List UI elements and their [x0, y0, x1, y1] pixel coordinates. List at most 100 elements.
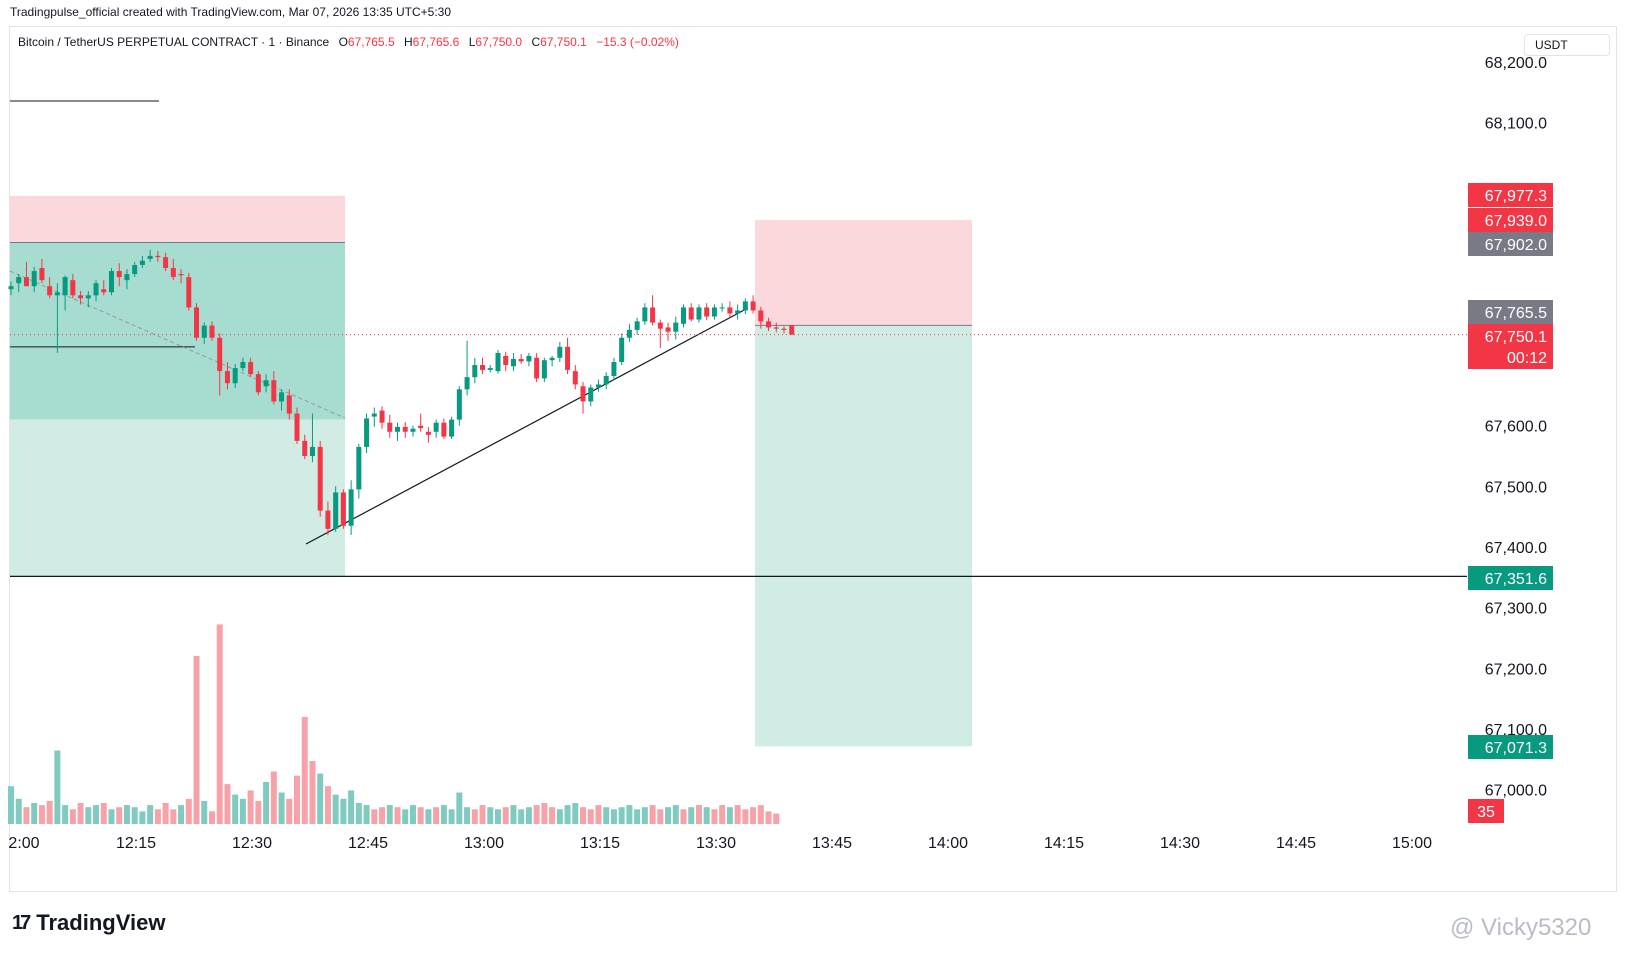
candle-body	[263, 380, 269, 387]
candle-body	[557, 346, 563, 358]
candle-body	[364, 418, 370, 447]
volume-bar	[224, 784, 231, 824]
volume-bar	[162, 803, 169, 824]
volume-bar	[286, 798, 293, 824]
volume-bar	[116, 807, 123, 824]
symbol-name[interactable]: Bitcoin / TetherUS PERPETUAL CONTRACT · …	[18, 35, 330, 49]
volume-bar	[15, 798, 22, 824]
volume-bar	[54, 750, 61, 824]
candle-body	[410, 428, 416, 432]
volume-bar	[734, 805, 741, 824]
price-label-text: 67,939.0	[1485, 213, 1547, 230]
candle-body	[155, 255, 161, 258]
volume-bar	[510, 805, 517, 824]
candle-body	[93, 283, 99, 296]
y-tick-label: 67,400.0	[1485, 540, 1547, 557]
volume-bar	[572, 803, 579, 824]
volume-bar	[641, 807, 648, 824]
volume-bar	[603, 807, 610, 824]
volume-bar	[38, 805, 45, 824]
candle-body	[681, 307, 687, 324]
candlesticks	[8, 249, 795, 535]
candle-body	[139, 260, 145, 265]
low-label: L	[468, 35, 476, 49]
volume-bar	[31, 803, 38, 824]
candle-body	[588, 387, 594, 402]
volume-bar	[726, 807, 733, 824]
candle-body	[47, 286, 53, 296]
candle-body	[534, 357, 540, 379]
price-label-text: 00:12	[1507, 350, 1547, 367]
volume-bar	[541, 803, 548, 824]
candle-body	[217, 337, 223, 372]
volume-bar	[750, 807, 757, 824]
x-tick-label: 14:30	[1160, 835, 1200, 852]
close-label: C	[531, 35, 541, 49]
candle-body	[595, 384, 601, 388]
candle-body	[333, 492, 339, 529]
price-label-text: 67,351.6	[1485, 571, 1547, 588]
high-label: H	[403, 35, 413, 49]
volume-bar	[494, 809, 501, 824]
currency-selector[interactable]: USDT	[1524, 34, 1610, 56]
volume-bar	[363, 805, 370, 824]
volume-bar	[270, 771, 277, 824]
volume-bar	[757, 805, 764, 824]
volume-bar	[100, 803, 107, 824]
volume-bar	[417, 807, 424, 824]
candle-body	[727, 307, 733, 314]
volume-bar	[77, 803, 84, 824]
x-tick-label: 2:00	[8, 835, 39, 852]
volume-bar	[595, 805, 602, 824]
volume-bar	[742, 809, 749, 824]
candle-body	[441, 422, 447, 437]
price-label-text: 67,071.3	[1485, 740, 1547, 757]
candle-body	[248, 362, 254, 375]
candle-body	[317, 446, 323, 511]
candle-body	[711, 307, 717, 317]
volume-bar	[131, 807, 138, 824]
volume-bar	[765, 811, 772, 824]
volume-bar	[564, 805, 571, 824]
volume-bar	[69, 809, 76, 824]
price-label-tag	[1468, 735, 1553, 759]
price-label-tag	[1468, 566, 1553, 590]
volume-bar	[371, 809, 378, 824]
candle-body	[719, 307, 725, 309]
volume-bar	[719, 805, 726, 824]
candle-body	[16, 277, 22, 284]
candle-body	[116, 271, 122, 278]
volume-bar	[62, 805, 69, 824]
candle-body	[62, 277, 68, 296]
volume-bar	[278, 792, 285, 824]
profit-zone-active	[10, 242, 345, 420]
price-label-tag	[1468, 300, 1553, 324]
candle-body	[580, 386, 586, 402]
candle-body	[464, 377, 470, 390]
candle-body	[650, 307, 656, 323]
price-label-tag	[1468, 232, 1553, 256]
volume-bar	[178, 805, 185, 824]
candle-body	[194, 307, 200, 338]
y-tick-label: 67,600.0	[1485, 419, 1547, 436]
candle-body	[271, 380, 277, 402]
drawing-lines	[9, 100, 1467, 577]
volume-bar	[711, 809, 718, 824]
candle-body	[240, 362, 246, 369]
axes: 2:00 12:15 12:30 12:45 13:00 13:15 13:30 13:45 1…	[8, 55, 1553, 852]
volume-bar	[672, 805, 679, 824]
volume-bar	[695, 805, 702, 824]
low-value: 67,750.0	[475, 35, 523, 49]
volume-bar	[433, 807, 440, 824]
x-tick-label: 15:00	[1392, 835, 1432, 852]
y-tick-label: 67,500.0	[1485, 479, 1547, 496]
volume-bar	[626, 805, 633, 824]
candle-body	[178, 274, 184, 276]
candle-body	[309, 446, 315, 457]
stop-zone	[755, 220, 972, 326]
volume-bar	[402, 809, 409, 824]
candle-body	[163, 257, 169, 269]
volume-bar	[294, 775, 301, 824]
candle-body	[31, 271, 37, 287]
